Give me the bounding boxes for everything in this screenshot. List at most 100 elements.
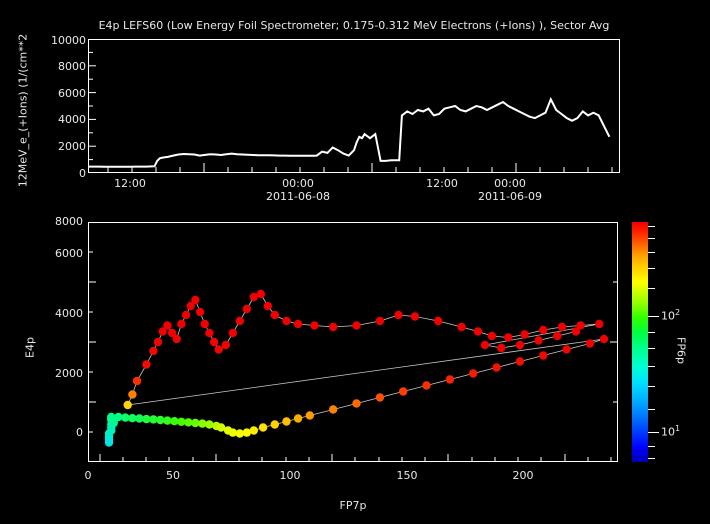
colorbar-tick	[648, 386, 655, 387]
scatter-point	[184, 418, 193, 427]
colorbar-gradient	[632, 222, 648, 462]
colorbar-tick-major	[648, 432, 659, 433]
scatter-point	[191, 295, 200, 305]
colorbar-tick	[648, 348, 655, 349]
scatter-point	[310, 321, 319, 330]
scatter-y-ticks	[88, 222, 618, 462]
scatter-point	[172, 334, 181, 344]
scatter-point	[585, 339, 595, 348]
colorbar-label-1e2-exponent: 2	[675, 308, 681, 317]
scatter-point	[492, 363, 501, 372]
timeseries-xtick-3: 00:00	[494, 177, 526, 190]
scatter-point	[553, 331, 562, 341]
scatter-ytick-0: 0	[76, 426, 83, 439]
scatter-ytick-8000: 8000	[55, 215, 83, 228]
timeseries-xtick-1: 00:00	[282, 177, 314, 190]
scatter-xtick-50: 50	[166, 469, 180, 482]
scatter-plot-area	[88, 222, 618, 462]
scatter-point	[258, 423, 268, 432]
colorbar-tick	[648, 238, 655, 239]
colorbar-tick	[648, 288, 655, 289]
scatter-point	[270, 420, 279, 429]
colorbar-tick	[648, 366, 655, 367]
scatter-point	[282, 316, 291, 326]
scatter-point	[399, 387, 408, 396]
scatter-point	[282, 417, 291, 426]
scatter-point	[128, 390, 137, 399]
scatter-point	[205, 420, 214, 429]
scatter-point	[410, 312, 420, 321]
scatter-point	[270, 310, 279, 320]
scatter-point	[394, 310, 403, 320]
colorbar-label-1e2-mantissa: 10	[661, 309, 675, 323]
scatter-point	[445, 375, 455, 384]
colorbar-tick	[648, 409, 655, 410]
scatter-xtick-0: 0	[84, 469, 92, 482]
scatter-point	[156, 415, 165, 425]
scatter-ytick-4000: 4000	[55, 307, 83, 320]
scatter-point	[469, 369, 478, 378]
timeseries-ytick-8000: 8000	[58, 60, 86, 73]
colorbar-tick	[648, 332, 655, 333]
colorbar-label-1e1-mantissa: 10	[661, 425, 675, 439]
scatter-point	[198, 419, 207, 428]
scatter-point	[263, 301, 272, 311]
scatter-point	[195, 307, 205, 317]
scatter-point	[228, 428, 237, 437]
scatter-point	[249, 426, 258, 435]
colorbar-tick	[648, 446, 655, 447]
scatter-x-ticks	[99, 454, 612, 462]
scatter-point	[249, 292, 258, 302]
timeseries-data-line	[88, 96, 611, 168]
scatter-point	[104, 438, 114, 447]
colorbar-tick	[648, 226, 655, 227]
timeseries-ytick-4000: 4000	[58, 113, 86, 126]
scatter-point	[177, 319, 186, 329]
scatter-point	[214, 345, 223, 354]
scatter-point	[487, 331, 497, 341]
timeseries-ytick-6000: 6000	[58, 87, 86, 100]
scatter-ytick-2000: 2000	[55, 367, 83, 380]
scatter-point	[205, 328, 214, 338]
scatter-point	[305, 411, 314, 420]
scatter-point	[221, 340, 230, 350]
timeseries-xtick-3-date: 2011-06-09	[478, 190, 542, 203]
scatter-point	[123, 400, 132, 410]
scatter-point	[167, 328, 177, 338]
timeseries-plot-area	[88, 39, 613, 173]
scatter-point	[142, 360, 151, 369]
scatter-y-axis-label: E4p	[23, 337, 37, 358]
scatter-xtick-100: 100	[279, 469, 301, 482]
scatter-ytick-6000: 6000	[55, 247, 83, 260]
colorbar-tick	[648, 268, 655, 269]
timeseries-x-ticks	[107, 163, 613, 173]
scatter-point	[149, 346, 158, 356]
scatter-point	[149, 415, 158, 424]
scatter-point	[595, 319, 604, 329]
scatter-xtick-200: 200	[512, 469, 534, 482]
scatter-point	[539, 325, 548, 335]
scatter-point	[135, 414, 144, 423]
scatter-point	[235, 429, 244, 438]
timeseries-y-ticks	[88, 39, 96, 173]
scatter-point	[576, 321, 585, 330]
scatter-point	[557, 322, 567, 332]
scatter-point	[352, 399, 361, 408]
scatter-point	[228, 328, 237, 338]
scatter-point	[329, 322, 338, 332]
scatter-point	[107, 412, 116, 422]
scatter-point	[375, 393, 385, 402]
scatter-point	[599, 334, 609, 344]
colorbar-axis-label: FP6p	[674, 337, 688, 364]
scatter-point	[422, 381, 431, 390]
scatter-point	[235, 316, 244, 326]
scatter-point	[497, 343, 506, 353]
colorbar-label-1e1-exponent: 1	[675, 424, 681, 433]
colorbar-label-1e1: 101	[661, 425, 680, 438]
timeseries-xtick-2: 12:00	[426, 177, 458, 190]
scatter-point	[158, 327, 167, 336]
scatter-point	[375, 316, 385, 326]
scatter-point	[163, 321, 172, 330]
scatter-point	[121, 413, 130, 422]
